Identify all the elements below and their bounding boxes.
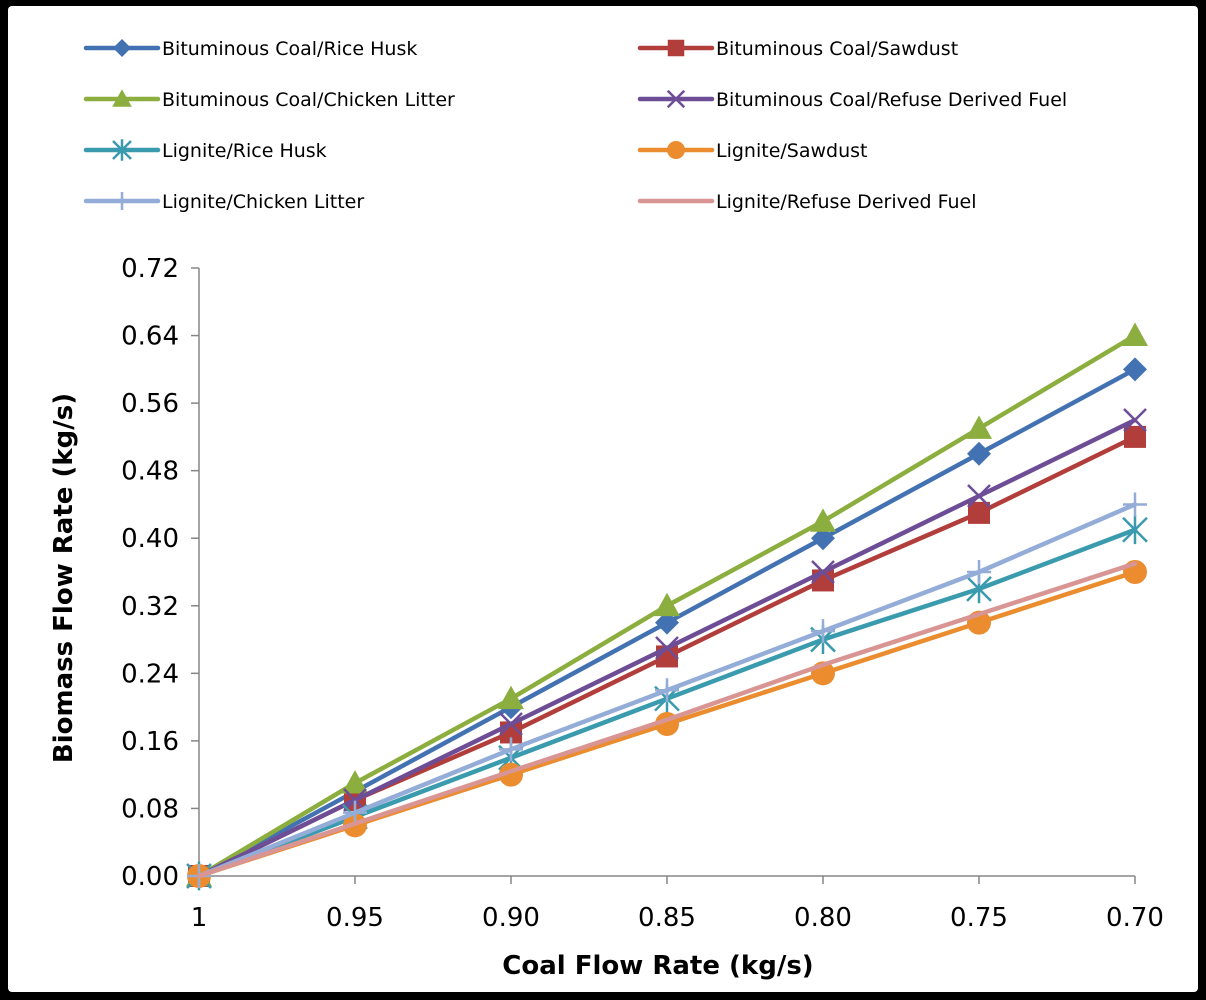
line-chart: Bituminous Coal/Rice Husk Bituminous Coal… [49, 38, 1164, 981]
data-point [342, 770, 368, 794]
series-bituminous-coal-chicken-litter [186, 322, 1148, 887]
data-point [498, 685, 524, 710]
legend-marker [667, 39, 685, 57]
data-point [1122, 322, 1148, 346]
x-tick-label: 0.95 [326, 903, 384, 933]
axes: 0.00 0.08 0.16 0.24 0.32 0.40 0.48 0.56 0.64 0.72… [121, 254, 1164, 933]
legend-label: Lignite/Rice Husk [162, 140, 327, 162]
data-point [966, 415, 992, 439]
data-point [499, 737, 523, 762]
series-layer [186, 322, 1148, 891]
y-tick-label: 0.08 [121, 794, 179, 824]
y-tick-label: 0.48 [121, 457, 179, 487]
x-tick-label: 0.85 [638, 903, 696, 933]
data-point [1124, 425, 1146, 448]
x-axis-title: Coal Flow Rate (kg/s) [502, 951, 813, 981]
legend-label: Bituminous Coal/Rice Husk [162, 38, 417, 60]
x-tick-label: 0.75 [950, 903, 1008, 933]
legend-item: Bituminous Coal/Rice Husk [83, 38, 417, 60]
legend-label: Lignite/Sawdust [716, 140, 867, 162]
data-point [655, 610, 679, 635]
y-tick-label: 0.56 [121, 389, 179, 419]
legend-marker [112, 139, 132, 161]
legend-marker [112, 89, 132, 107]
data-point [1123, 357, 1147, 382]
x-tick-label: 1 [191, 903, 208, 933]
x-tick-label: 0.80 [794, 903, 852, 933]
y-axis-title: Biomass Flow Rate (kg/s) [49, 393, 79, 763]
data-point [968, 501, 990, 524]
data-point [967, 484, 991, 508]
legend: Bituminous Coal/Rice Husk Bituminous Coal… [83, 38, 1067, 213]
data-point [655, 678, 679, 703]
legend-label: Bituminous Coal/Refuse Derived Fuel [716, 89, 1067, 111]
legend-item: Lignite/Refuse Derived Fuel [637, 191, 977, 213]
data-point [1123, 408, 1147, 432]
data-point [967, 560, 991, 584]
series-line [196, 561, 1138, 879]
legend-label: Lignite/Refuse Derived Fuel [716, 191, 977, 213]
data-point [343, 800, 367, 825]
legend-marker [667, 141, 685, 159]
data-point [811, 619, 835, 644]
legend-item: Lignite/Chicken Litter [83, 191, 364, 213]
y-tick-label: 0.32 [121, 592, 179, 622]
legend-item: Bituminous Coal/Sawdust [637, 38, 958, 60]
legend-label: Bituminous Coal/Sawdust [716, 38, 958, 60]
series-bituminous-coal-rice-husk [187, 357, 1147, 888]
y-tick-label: 0.00 [121, 862, 179, 892]
series-bituminous-coal-refuse-derived-fuel [187, 408, 1147, 888]
data-point [655, 636, 679, 660]
legend-marker [666, 89, 686, 109]
legend-item: Lignite/Sawdust [637, 140, 867, 162]
series-bituminous-coal-sawdust [188, 425, 1146, 887]
series-lignite-chicken-litter [187, 492, 1147, 888]
data-point [811, 526, 835, 551]
x-tick-label: 0.90 [482, 903, 540, 933]
data-point [1123, 492, 1147, 517]
legend-item: Bituminous Coal/Refuse Derived Fuel [637, 89, 1067, 111]
data-point [811, 560, 835, 584]
y-tick-label: 0.24 [121, 659, 179, 689]
legend-marker [113, 192, 131, 210]
series-lignite-refuse-derived-fuel [196, 561, 1138, 879]
data-point [1122, 515, 1148, 545]
legend-label: Bituminous Coal/Chicken Litter [162, 89, 455, 111]
data-point [499, 712, 523, 736]
y-tick-label: 0.40 [121, 524, 179, 554]
y-tick-label: 0.16 [121, 727, 179, 757]
legend-marker [113, 39, 131, 57]
chart-panel: Bituminous Coal/Rice Husk Bituminous Coal… [8, 6, 1198, 992]
data-point [810, 508, 836, 532]
y-tick-label: 0.64 [121, 322, 179, 352]
legend-item: Lignite/Rice Husk [83, 139, 327, 162]
x-tick-label: 0.70 [1106, 903, 1164, 933]
legend-item: Bituminous Coal/Chicken Litter [83, 89, 455, 111]
data-point [654, 592, 680, 617]
y-tick-label: 0.72 [121, 254, 179, 284]
data-point [967, 441, 991, 466]
legend-label: Lignite/Chicken Litter [162, 191, 364, 213]
